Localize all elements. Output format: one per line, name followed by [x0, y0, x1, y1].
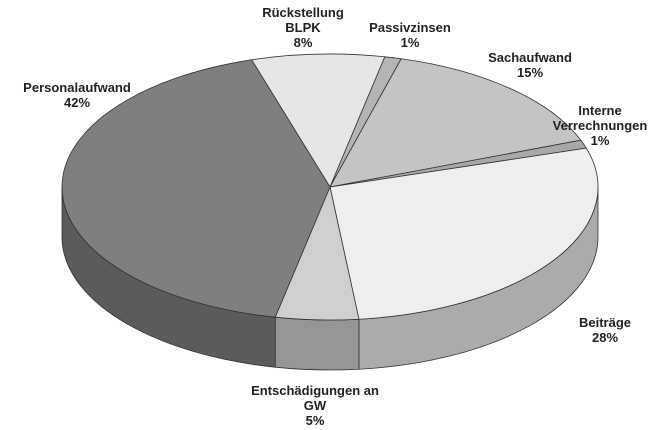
slice-label: Sachaufwand 15%	[475, 50, 585, 80]
category-name: Sachaufwand	[488, 50, 572, 65]
slice	[61, 59, 331, 318]
slice-label: Beiträge 28%	[560, 315, 650, 345]
value-label: 15%	[516, 65, 544, 80]
value-label: 1%	[400, 35, 420, 50]
slice-label: Passivzinsen 1%	[360, 20, 460, 50]
slice	[250, 53, 386, 188]
slice	[329, 58, 582, 188]
slice-side	[274, 316, 360, 371]
slice	[329, 147, 599, 320]
value-label: 1%	[590, 133, 610, 148]
slice-label: Interne Verrechnungen 1%	[545, 103, 651, 148]
category-name: Entschädigungen an GW	[251, 383, 379, 413]
category-name: Beiträge	[578, 315, 632, 330]
value-label: 42%	[63, 95, 91, 110]
category-name: Interne Verrechnungen	[552, 103, 648, 133]
value-label: 8%	[293, 35, 313, 50]
slice-label: Entschädigungen an GW 5%	[240, 383, 390, 428]
value-label: 28%	[591, 330, 619, 345]
slice-label: Personalaufwand 42%	[2, 80, 152, 110]
value-label: 5%	[305, 413, 325, 428]
slice-label: Rückstellung BLPK 8%	[248, 5, 358, 50]
category-name: Personalaufwand	[23, 80, 131, 95]
category-name: Rückstellung BLPK	[262, 5, 344, 35]
category-name: Passivzinsen	[369, 20, 451, 35]
